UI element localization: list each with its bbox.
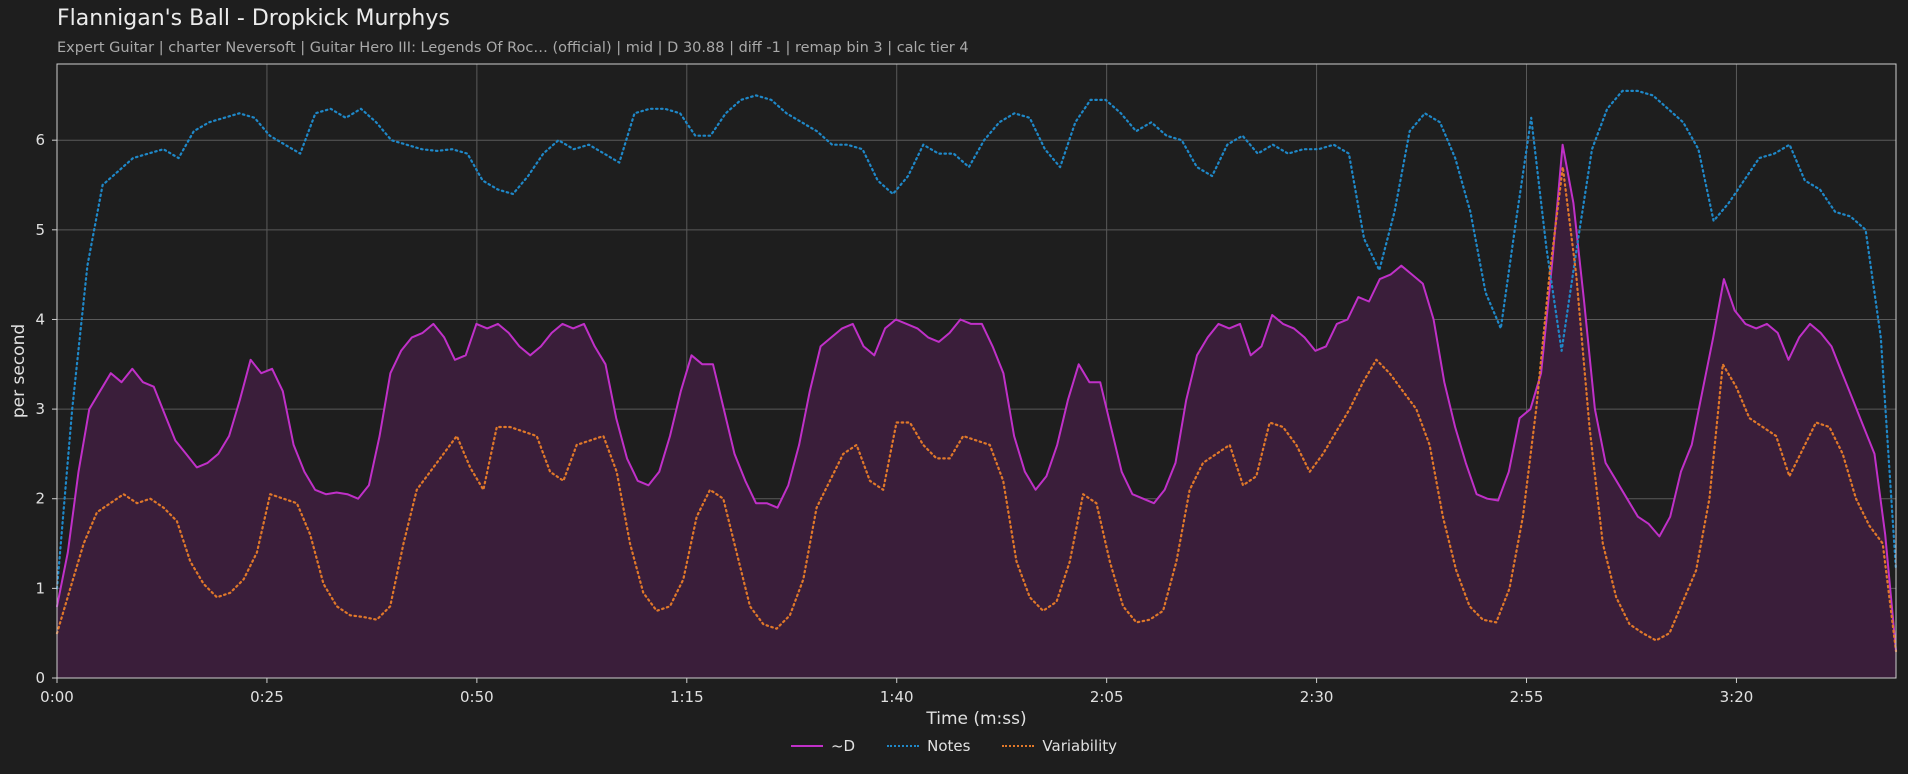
fill-layer bbox=[57, 144, 1896, 678]
series-line-notes bbox=[55, 89, 1898, 590]
chart-subtitle: Expert Guitar | charter Neversoft | Guit… bbox=[57, 40, 969, 56]
legend-label-variability: Variability bbox=[1042, 737, 1118, 755]
series-layer bbox=[55, 89, 1898, 653]
x-tick-label: 1:40 bbox=[880, 688, 914, 706]
x-tick-label: 1:15 bbox=[670, 688, 704, 706]
x-tick-label: 0:00 bbox=[40, 688, 74, 706]
legend: ~D Notes Variability bbox=[0, 737, 1908, 755]
x-tick-label: 3:20 bbox=[1720, 688, 1754, 706]
legend-swatch-variability bbox=[1002, 745, 1035, 747]
y-tick-label: 6 bbox=[35, 131, 45, 149]
legend-swatch-d bbox=[790, 745, 823, 747]
x-tick-label: 2:05 bbox=[1090, 688, 1124, 706]
x-tick-label: 2:55 bbox=[1510, 688, 1544, 706]
y-tick-label: 2 bbox=[35, 490, 45, 508]
legend-swatch-notes bbox=[887, 745, 920, 747]
legend-label-notes: Notes bbox=[927, 737, 971, 755]
legend-item-variability: Variability bbox=[1002, 737, 1117, 755]
legend-label-d: ~D bbox=[830, 737, 856, 755]
series-area-d bbox=[57, 144, 1896, 678]
x-tick-label: 0:25 bbox=[250, 688, 284, 706]
x-tick-label: 2:30 bbox=[1300, 688, 1334, 706]
series-line-variability bbox=[55, 166, 1898, 653]
y-axis-label: per second bbox=[9, 324, 29, 418]
y-tick-label: 5 bbox=[35, 221, 45, 239]
y-tick-label: 0 bbox=[35, 669, 45, 687]
y-tick-label: 3 bbox=[35, 400, 45, 418]
x-axis-label: Time (m:ss) bbox=[925, 709, 1026, 729]
y-tick-label: 1 bbox=[35, 579, 45, 597]
legend-item-notes: Notes bbox=[887, 737, 970, 755]
series-line-d bbox=[56, 143, 1897, 653]
legend-item-d: ~D bbox=[790, 737, 856, 755]
x-tick-label: 0:50 bbox=[460, 688, 494, 706]
axis-ticks: 0:00 0:25 0:50 1:15 1:40 2:05 2:30 2:55 3:20 0 1 2 3… bbox=[35, 131, 1753, 706]
plot-frame bbox=[56, 63, 1897, 679]
y-tick-label: 4 bbox=[35, 310, 45, 328]
chart-title: Flannigan's Ball - Dropkick Murphys bbox=[57, 6, 450, 31]
